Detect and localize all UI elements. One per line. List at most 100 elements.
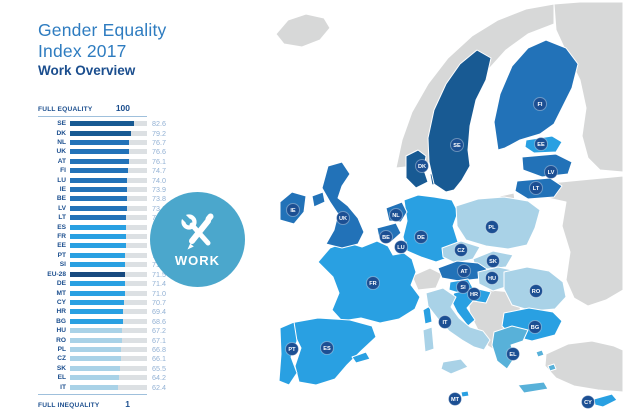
svg-text:NL: NL bbox=[392, 213, 400, 219]
bar-fill bbox=[70, 290, 125, 296]
bar-track bbox=[70, 177, 147, 183]
bar-row-IE: IE 73.9 bbox=[38, 185, 208, 194]
bar-value: 73.9 bbox=[152, 185, 166, 195]
bar-value: 82.6 bbox=[152, 119, 166, 129]
bar-row-SK: SK 65.5 bbox=[38, 364, 208, 373]
bar-value: 70.7 bbox=[152, 297, 166, 307]
country-code-label: BE bbox=[56, 195, 66, 203]
left-panel: Gender Equality Index 2017 Work Overview… bbox=[38, 20, 208, 409]
bar-fill bbox=[70, 196, 127, 202]
map-label-FR: FR bbox=[366, 276, 380, 290]
bar-track bbox=[70, 290, 147, 296]
map-label-LT: LT bbox=[529, 181, 543, 195]
bar-row-BE: BE 73.8 bbox=[38, 194, 208, 203]
map-country-labels: FI SE EE LV LT DK IE UK NL BE LU DE PL CZ SK AT HU SI HR RO… bbox=[285, 97, 595, 409]
bar-row-HR: HR 69.4 bbox=[38, 307, 208, 316]
map-country-MT bbox=[460, 390, 470, 398]
bar-value: 71.0 bbox=[152, 288, 166, 298]
bar-row-LU: LU 74.0 bbox=[38, 175, 208, 185]
bar-row-FI: FI 74.7 bbox=[38, 166, 208, 175]
bar-value: 74.7 bbox=[152, 166, 166, 176]
page-subtitle: Work Overview bbox=[38, 63, 136, 78]
bar-fill bbox=[70, 356, 121, 362]
bar-value: 66.1 bbox=[152, 354, 166, 364]
bar-row-DE: DE 71.4 bbox=[38, 279, 208, 288]
map-label-HR: HR bbox=[467, 287, 481, 301]
bar-row-PL: PL 66.8 bbox=[38, 345, 208, 354]
map-label-LU: LU bbox=[394, 240, 408, 254]
country-code-label: EL bbox=[57, 374, 66, 382]
country-code-label: FI bbox=[60, 167, 66, 175]
bar-track bbox=[70, 130, 147, 136]
map-label-SE: SE bbox=[450, 138, 464, 152]
svg-text:LV: LV bbox=[548, 170, 555, 176]
map-label-SI: SI bbox=[456, 280, 470, 294]
map-label-BG: BG bbox=[528, 320, 542, 334]
map-label-HU: HU bbox=[485, 271, 499, 285]
map-island-corsica bbox=[422, 305, 433, 325]
bar-fill bbox=[70, 318, 123, 324]
map-label-MT: MT bbox=[448, 392, 462, 406]
country-code-label: EU-28 bbox=[47, 270, 66, 278]
bar-fill bbox=[70, 187, 127, 193]
svg-text:UK: UK bbox=[339, 216, 347, 222]
map-country-ES bbox=[289, 317, 377, 386]
bar-row-EL: EL 64.2 bbox=[38, 373, 208, 382]
map-country-PL bbox=[455, 196, 541, 250]
svg-text:SK: SK bbox=[489, 259, 497, 265]
bar-fill bbox=[70, 234, 126, 240]
map-label-PL: PL bbox=[485, 220, 499, 234]
bar-track bbox=[70, 149, 147, 155]
bar-track bbox=[70, 158, 147, 164]
map-island-aegean-2 bbox=[547, 363, 557, 372]
bar-value: 67.2 bbox=[152, 326, 166, 336]
svg-text:IT: IT bbox=[443, 320, 449, 326]
bar-track bbox=[70, 196, 147, 202]
map-label-CY: CY bbox=[581, 395, 595, 409]
bar-fill bbox=[70, 299, 125, 305]
map-label-CZ: CZ bbox=[454, 243, 468, 257]
svg-text:SI: SI bbox=[460, 285, 466, 291]
svg-text:SE: SE bbox=[453, 143, 461, 149]
country-code-label: SK bbox=[56, 364, 66, 372]
country-code-label: CZ bbox=[57, 355, 66, 363]
bar-value: 65.5 bbox=[152, 363, 166, 373]
country-code-label: CY bbox=[56, 298, 66, 306]
country-code-label: NL bbox=[57, 139, 66, 147]
bar-track bbox=[70, 168, 147, 174]
bar-track bbox=[70, 262, 147, 268]
svg-text:PT: PT bbox=[288, 347, 296, 353]
svg-text:EE: EE bbox=[537, 142, 545, 148]
bar-track bbox=[70, 384, 147, 390]
bar-value: 71.5 bbox=[152, 269, 166, 279]
country-code-label: DE bbox=[56, 280, 66, 288]
wrench-pencil-icon bbox=[178, 211, 213, 249]
bar-fill bbox=[70, 337, 122, 343]
bar-fill bbox=[70, 168, 128, 174]
bar-value: 73.6 bbox=[152, 203, 166, 213]
svg-text:IE: IE bbox=[290, 208, 296, 214]
bar-value: 79.2 bbox=[152, 128, 166, 138]
map-label-ES: ES bbox=[320, 341, 334, 355]
map-region-northern-ireland bbox=[311, 191, 326, 208]
page-title: Gender Equality Index 2017 bbox=[38, 20, 167, 61]
map-label-IT: IT bbox=[438, 315, 452, 329]
map-country-CY bbox=[593, 393, 618, 408]
bar-track bbox=[70, 337, 147, 343]
map-label-UK: UK bbox=[336, 211, 350, 225]
map-country-turkey bbox=[544, 340, 623, 393]
bar-fill bbox=[70, 271, 126, 277]
bar-row-RO: RO 67.1 bbox=[38, 335, 208, 345]
country-code-label: LU bbox=[57, 176, 66, 184]
country-code-label: LV bbox=[58, 204, 66, 212]
bar-row-HU: HU 67.2 bbox=[38, 326, 208, 335]
bar-value: 76.6 bbox=[152, 147, 166, 157]
full-equality-value: 100 bbox=[115, 103, 130, 113]
bar-track bbox=[70, 299, 147, 305]
bar-fill bbox=[70, 252, 126, 258]
map-country-FI bbox=[493, 39, 579, 151]
svg-text:RO: RO bbox=[532, 289, 541, 295]
country-code-label: ES bbox=[57, 223, 66, 231]
bar-fill bbox=[70, 328, 122, 334]
